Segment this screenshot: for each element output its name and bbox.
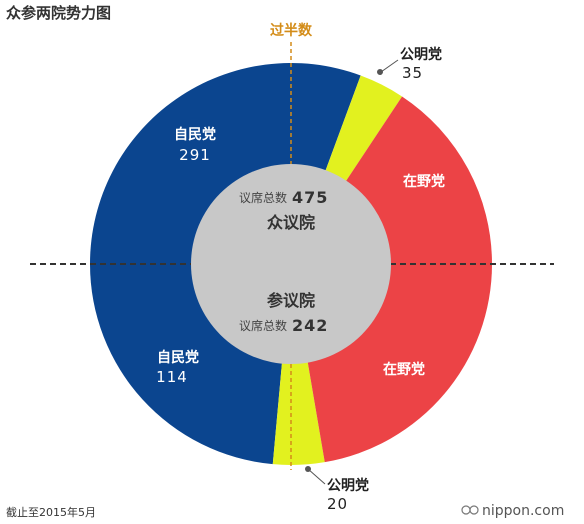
center-circle: [191, 164, 391, 364]
chart-title: 众参两院势力图: [6, 4, 111, 22]
upper-house-name: 参议院: [267, 291, 315, 310]
lower-komeito-leader-dot: [377, 69, 383, 75]
lower-komeito-leader: [380, 59, 399, 73]
lower-total-label: 议席总数: [239, 190, 287, 205]
brand-logo-icon: [461, 505, 471, 515]
lower-ldp-name: 自民党: [174, 126, 216, 143]
upper-ldp-name: 自民党: [157, 349, 199, 366]
lower-komeito-seats: 35: [402, 64, 423, 82]
brand-logo-icon-2: [469, 505, 479, 515]
lower-opposition-name: 在野党: [403, 173, 445, 190]
upper-komeito-slice: [272, 264, 325, 465]
upper-komeito-leader-dot: [305, 466, 311, 472]
upper-ldp-seats: 114: [156, 368, 188, 386]
lower-komeito-name: 公明党: [400, 46, 442, 63]
upper-total-seats: 242: [292, 316, 328, 335]
brand-name: nippon.com: [482, 503, 564, 519]
lower-total-seats: 475: [292, 188, 328, 207]
upper-komeito-name: 公明党: [327, 477, 369, 494]
lower-ldp-seats: 291: [179, 146, 211, 164]
upper-total-label: 议席总数: [239, 318, 287, 333]
majority-label: 过半数: [270, 22, 313, 39]
upper-opposition-name: 在野党: [383, 361, 425, 378]
upper-komeito-seats: 20: [327, 495, 348, 513]
upper-komeito-leader: [307, 468, 326, 485]
lower-house-name: 众议院: [267, 213, 315, 232]
footnote: 截止至2015年5月: [6, 505, 96, 519]
